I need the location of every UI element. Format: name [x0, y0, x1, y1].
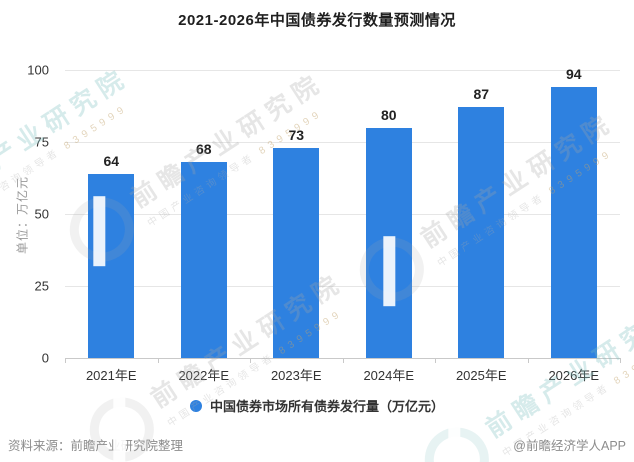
y-tick-label: 25 — [34, 278, 49, 294]
legend: 中国债券市场所有债券发行量（万亿元） — [0, 396, 634, 415]
x-tick — [435, 358, 436, 363]
x-tick — [620, 358, 621, 363]
gridline — [65, 142, 620, 143]
legend-label: 中国债券市场所有债券发行量（万亿元） — [209, 399, 444, 414]
bar-column: 64 — [65, 70, 158, 358]
bar-series: 64 68 73 80 87 94 — [65, 66, 621, 358]
bar-value-label: 80 — [380, 106, 397, 123]
bar-column: 73 — [250, 70, 343, 358]
bar-column: 87 — [435, 70, 528, 358]
y-tick-label: 75 — [34, 134, 49, 150]
bar-value-label: 87 — [473, 86, 490, 103]
y-axis-tick-labels: 0 25 50 75 100 — [0, 63, 57, 366]
y-axis-title: 单位：万亿元 — [15, 175, 30, 255]
bar — [88, 173, 135, 358]
legend-circle-marker-icon — [189, 399, 202, 412]
x-axis-ticks — [65, 358, 621, 363]
x-tick-label: 2022年E — [178, 368, 230, 383]
gridline — [65, 70, 620, 71]
credit-note: @前瞻经济学人APP — [513, 439, 626, 453]
gridline — [65, 286, 620, 287]
bar-value-label: 94 — [565, 66, 582, 83]
y-tick-label: 100 — [27, 62, 49, 78]
x-tick-label: 2026年E — [548, 368, 600, 383]
bar-column: 80 — [343, 70, 436, 358]
x-tick — [527, 358, 529, 363]
y-tick-label: 50 — [34, 206, 49, 222]
x-tick — [342, 358, 344, 363]
bar-column: 94 — [528, 66, 621, 358]
bar — [180, 162, 227, 358]
bar-column: 68 — [158, 70, 251, 358]
source-note: 资料来源：前瞻产业研究院整理 — [8, 439, 184, 453]
x-tick-label: 2021年E — [85, 368, 137, 383]
x-axis-tick-labels: 2021年E 2022年E 2023年E 2024年E 2025年E 2026年E — [65, 365, 620, 384]
bar-value-label: 68 — [195, 141, 212, 158]
x-tick — [65, 358, 66, 363]
gridline — [65, 214, 620, 215]
y-tick-label: 0 — [41, 350, 49, 366]
bar — [273, 147, 320, 358]
bar — [550, 87, 597, 358]
bar — [458, 107, 505, 358]
chart-title: 2021-2026年中国债券发行数量预测情况 — [178, 12, 456, 29]
x-tick — [250, 358, 251, 363]
bar — [365, 127, 412, 358]
x-tick-label: 2025年E — [455, 368, 507, 383]
x-tick-label: 2024年E — [363, 368, 415, 383]
watermark-logo-icon — [412, 415, 502, 462]
x-tick — [157, 358, 159, 363]
bar-value-label: 64 — [103, 152, 120, 169]
x-tick-label: 2023年E — [270, 368, 322, 383]
bar-value-label: 73 — [288, 126, 305, 143]
